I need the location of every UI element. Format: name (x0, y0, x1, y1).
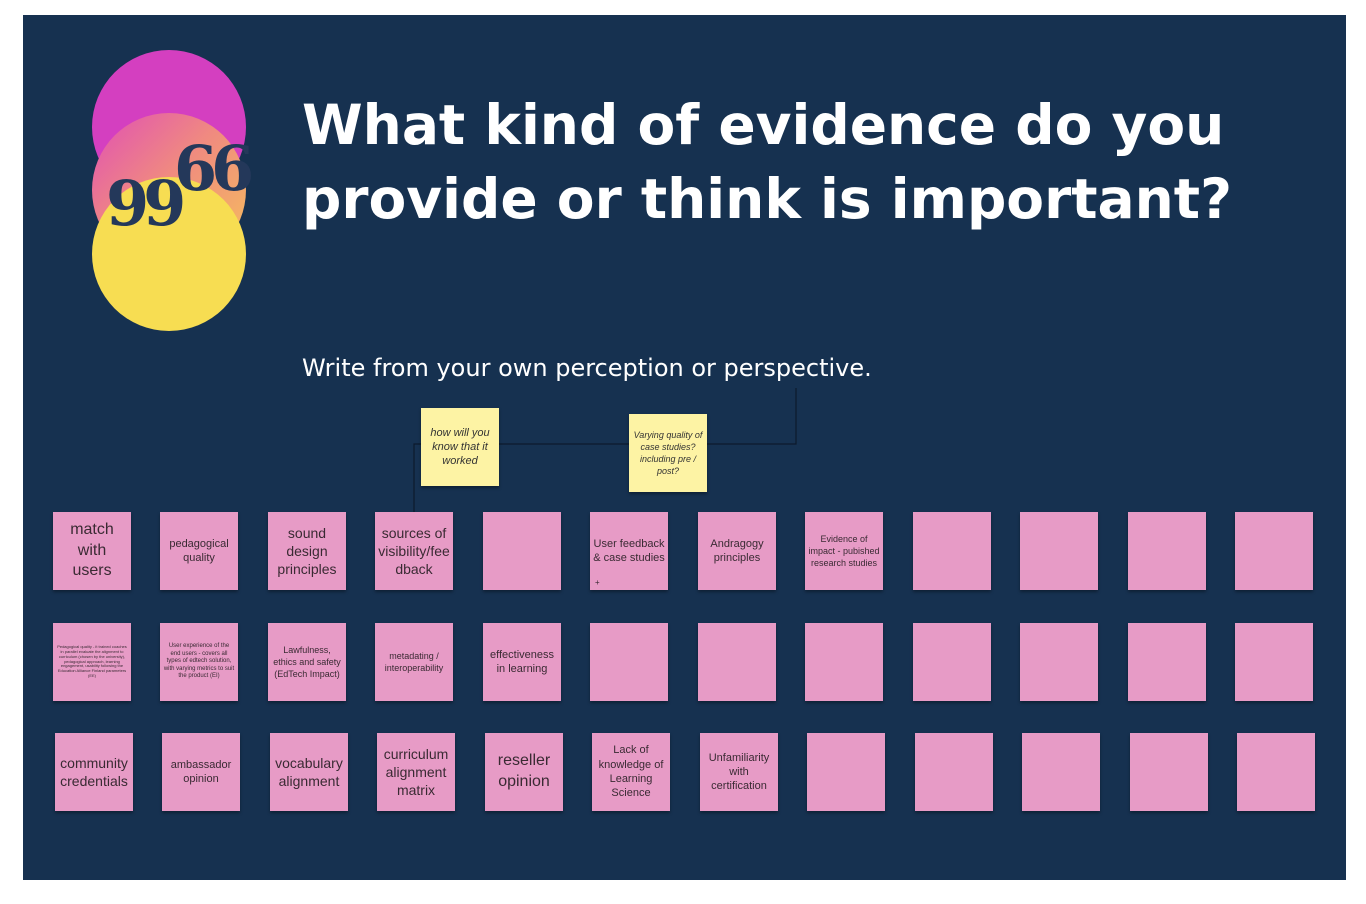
sticky-note[interactable] (1128, 512, 1206, 590)
yellow-sticky-note[interactable]: Varying quality of case studies? includi… (629, 414, 707, 492)
sticky-note[interactable] (807, 733, 885, 811)
sticky-note[interactable]: Lawfulness, ethics and safety (EdTech Im… (268, 623, 346, 701)
sticky-note[interactable]: User feedback & case studies + (590, 512, 668, 590)
sticky-note[interactable] (1237, 733, 1315, 811)
sticky-note[interactable] (913, 623, 991, 701)
sticky-note[interactable]: Pedagogical quality - it trained coaches… (53, 623, 131, 701)
sticky-note[interactable] (1020, 512, 1098, 590)
sticky-note[interactable] (1128, 623, 1206, 701)
sticky-note[interactable]: curriculum alignment matrix (377, 733, 455, 811)
sticky-note[interactable]: community credentials (55, 733, 133, 811)
close-quote-icon: 99 (106, 167, 186, 240)
sticky-note[interactable] (1235, 512, 1313, 590)
sticky-note[interactable]: sources of visibility/feedback (375, 512, 453, 590)
sticky-note[interactable]: User experience of the end users - cover… (160, 623, 238, 701)
sticky-note[interactable]: Unfamiliarity with certification (700, 733, 778, 811)
sticky-note[interactable] (483, 512, 561, 590)
sticky-note-text: User feedback & case studies (593, 537, 665, 564)
sticky-note[interactable]: sound design principles (268, 512, 346, 590)
yellow-circle-decoration (92, 177, 246, 331)
sticky-note[interactable] (1020, 623, 1098, 701)
board-subtitle[interactable]: Write from your own perception or perspe… (302, 354, 872, 382)
open-quote-icon: 66 (174, 132, 254, 205)
board-title[interactable]: What kind of evidence do you provide or … (302, 93, 1232, 231)
sticky-note[interactable] (1235, 623, 1313, 701)
sticky-note[interactable]: ambassador opinion (162, 733, 240, 811)
sticky-note[interactable]: effectiveness in learning (483, 623, 561, 701)
sticky-note[interactable] (805, 623, 883, 701)
sticky-note[interactable] (913, 512, 991, 590)
sticky-note[interactable]: Lack of knowledge of Learning Science (592, 733, 670, 811)
plus-icon: + (595, 577, 600, 587)
sticky-note[interactable]: Andragogy principles (698, 512, 776, 590)
sticky-note[interactable]: match with users (53, 512, 131, 590)
sticky-note[interactable] (590, 623, 668, 701)
sticky-note[interactable] (1130, 733, 1208, 811)
sticky-note[interactable]: Evidence of impact - pubished research s… (805, 512, 883, 590)
sticky-note[interactable]: metadating / interoperability (375, 623, 453, 701)
sticky-note[interactable] (1022, 733, 1100, 811)
sticky-note[interactable] (698, 623, 776, 701)
sticky-note[interactable]: reseller opinion (485, 733, 563, 811)
sticky-note[interactable]: vocabulary alignment (270, 733, 348, 811)
sticky-note[interactable] (915, 733, 993, 811)
sticky-note[interactable]: pedagogical quality (160, 512, 238, 590)
yellow-sticky-note[interactable]: how will you know that it worked (421, 408, 499, 486)
